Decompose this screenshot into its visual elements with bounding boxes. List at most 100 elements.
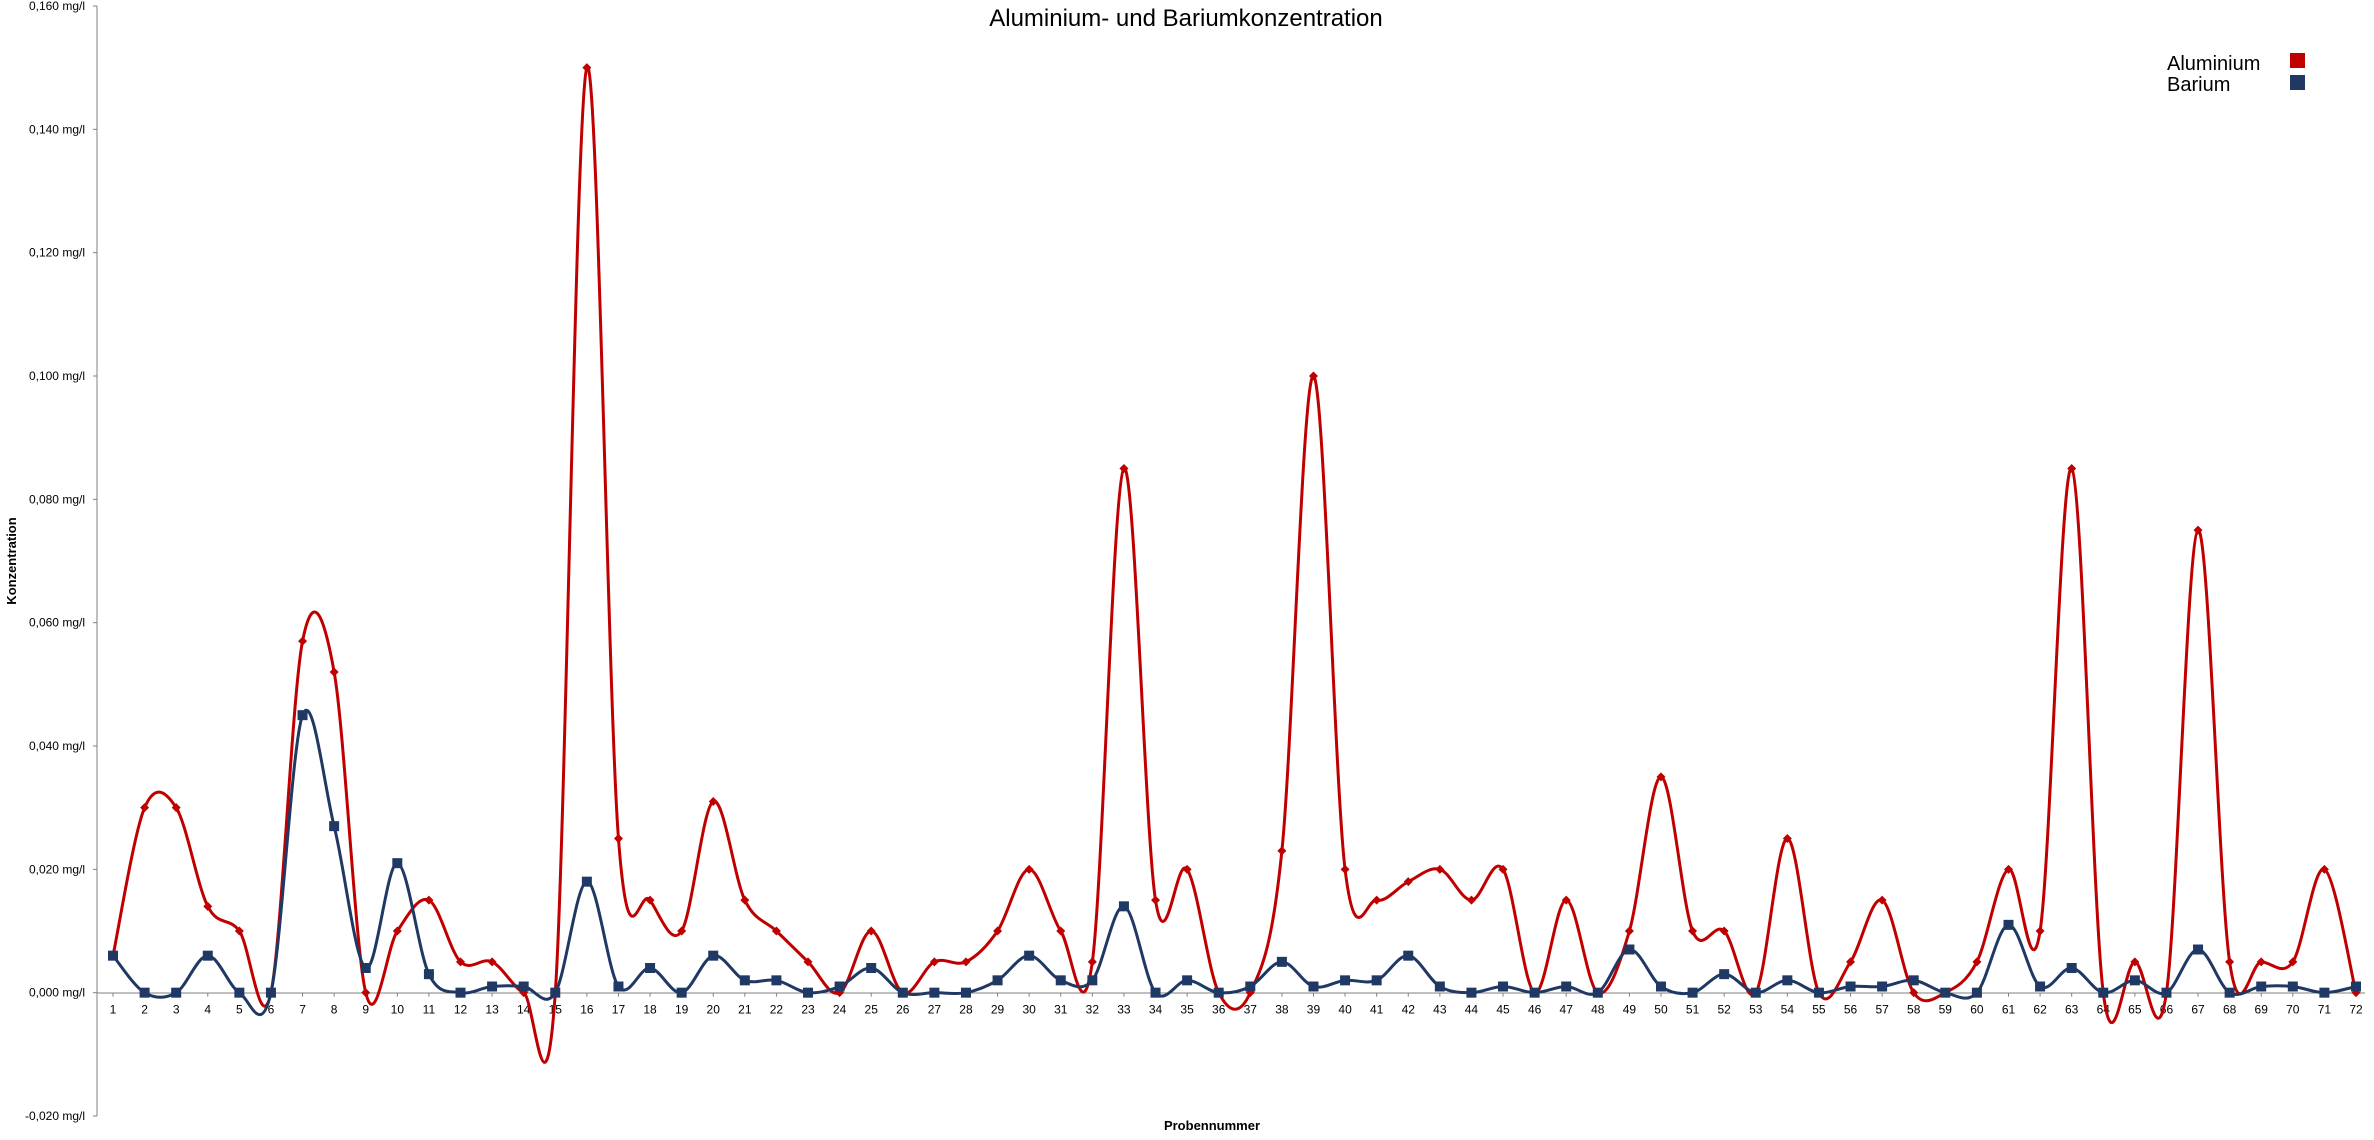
x-tick-label: 57 <box>1875 1003 1889 1017</box>
y-axis-label: Konzentration <box>4 517 19 604</box>
y-tick-label: 0,040 mg/l <box>29 739 85 753</box>
x-tick-label: 56 <box>1844 1003 1858 1017</box>
data-point-barium <box>676 987 687 998</box>
data-point-barium <box>1655 981 1666 992</box>
data-point-aluminium <box>1308 371 1318 381</box>
data-point-aluminium <box>2225 957 2235 967</box>
data-point-barium <box>1466 987 1477 998</box>
chart-title: Aluminium- und Bariumkonzentration <box>989 5 1383 32</box>
data-point-barium <box>1308 981 1319 992</box>
data-point-aluminium <box>2319 864 2329 874</box>
data-point-aluminium <box>929 957 939 967</box>
data-point-aluminium <box>1087 957 1097 967</box>
x-tick-label: 32 <box>1086 1003 1100 1017</box>
data-point-barium <box>1719 969 1730 980</box>
data-point-barium <box>708 950 719 961</box>
x-tick-label: 50 <box>1654 1003 1668 1017</box>
x-tick-label: 63 <box>2065 1003 2079 1017</box>
legend-swatch-aluminium <box>2290 53 2305 68</box>
data-point-barium <box>581 876 592 887</box>
data-point-barium <box>1245 981 1256 992</box>
x-tick-label: 8 <box>331 1003 338 1017</box>
data-point-barium <box>1592 987 1603 998</box>
data-point-barium <box>455 987 466 998</box>
data-point-barium <box>392 858 403 869</box>
x-tick-label: 72 <box>2349 1003 2363 1017</box>
x-tick-label: 65 <box>2128 1003 2142 1017</box>
data-point-barium <box>139 987 150 998</box>
x-tick-label: 52 <box>1717 1003 1731 1017</box>
x-tick-label: 38 <box>1275 1003 1289 1017</box>
data-point-barium <box>1055 975 1066 986</box>
x-tick-label: 37 <box>1244 1003 1258 1017</box>
data-point-aluminium <box>2067 464 2077 473</box>
x-tick-label: 2 <box>141 1003 148 1017</box>
data-point-barium <box>1782 975 1793 986</box>
data-point-barium <box>803 987 814 998</box>
series-layer <box>108 63 2361 1064</box>
data-point-aluminium <box>740 895 750 905</box>
legend: Aluminium Barium <box>2167 53 2305 96</box>
x-tick-label: 34 <box>1149 1003 1163 1017</box>
x-tick-label: 43 <box>1433 1003 1447 1017</box>
x-tick-label: 59 <box>1939 1003 1953 1017</box>
data-point-aluminium <box>1466 895 1476 905</box>
data-point-barium <box>1845 981 1856 992</box>
x-tick-label: 62 <box>2033 1003 2047 1017</box>
x-tick-label: 70 <box>2286 1003 2300 1017</box>
data-point-barium <box>1498 981 1509 992</box>
data-point-aluminium <box>2256 957 2266 967</box>
data-point-barium <box>929 987 940 998</box>
data-point-barium <box>1340 975 1351 986</box>
data-point-aluminium <box>392 926 402 936</box>
data-point-aluminium <box>961 957 971 967</box>
x-tick-label: 20 <box>707 1003 721 1017</box>
data-point-barium <box>1371 975 1382 986</box>
data-point-aluminium <box>298 636 308 646</box>
x-tick-label: 4 <box>204 1003 211 1017</box>
y-tick-label: 0,080 mg/l <box>29 492 85 506</box>
data-point-barium <box>2066 963 2077 973</box>
x-tick-label: 14 <box>517 1003 531 1017</box>
data-point-barium <box>2003 919 2014 930</box>
data-point-barium <box>2098 987 2109 998</box>
data-point-aluminium <box>1877 895 1887 905</box>
data-point-barium <box>1877 981 1888 992</box>
data-point-aluminium <box>1561 895 1571 905</box>
data-point-barium <box>897 987 908 998</box>
x-tick-label: 61 <box>2002 1003 2016 1017</box>
data-point-aluminium <box>1024 864 1034 874</box>
data-point-barium <box>1529 987 1540 998</box>
x-tick-label: 48 <box>1591 1003 1605 1017</box>
data-point-aluminium <box>993 926 1003 936</box>
x-tick-label: 31 <box>1054 1003 1068 1017</box>
data-point-aluminium <box>234 926 244 936</box>
data-point-aluminium <box>2193 525 2203 535</box>
y-tick-label: -0,020 mg/l <box>25 1109 85 1123</box>
x-tick-label: 41 <box>1370 1003 1384 1017</box>
legend-label-barium: Barium <box>2167 74 2230 96</box>
data-point-aluminium <box>1403 877 1413 887</box>
data-point-barium <box>992 975 1003 986</box>
data-point-barium <box>265 987 276 998</box>
data-point-aluminium <box>1656 772 1666 782</box>
x-tick-label: 68 <box>2223 1003 2237 1017</box>
x-tick-label: 11 <box>423 1003 436 1017</box>
data-point-barium <box>1182 975 1193 986</box>
data-point-aluminium <box>1182 864 1192 874</box>
data-point-barium <box>550 987 561 998</box>
data-point-barium <box>613 981 624 992</box>
x-tick-label: 51 <box>1686 1003 1700 1017</box>
x-tick-label: 25 <box>865 1003 879 1017</box>
x-tick-label: 53 <box>1749 1003 1763 1017</box>
data-point-barium <box>171 987 182 998</box>
x-tick-label: 54 <box>1781 1003 1795 1017</box>
data-point-barium <box>2224 987 2235 998</box>
data-point-barium <box>1750 987 1761 998</box>
x-tick-label: 42 <box>1402 1003 1416 1017</box>
data-point-aluminium <box>1340 864 1350 874</box>
x-tick-label: 40 <box>1338 1003 1352 1017</box>
y-tick-label: 0,120 mg/l <box>29 246 85 260</box>
data-point-aluminium <box>487 957 497 967</box>
data-point-aluminium <box>1909 988 1919 998</box>
